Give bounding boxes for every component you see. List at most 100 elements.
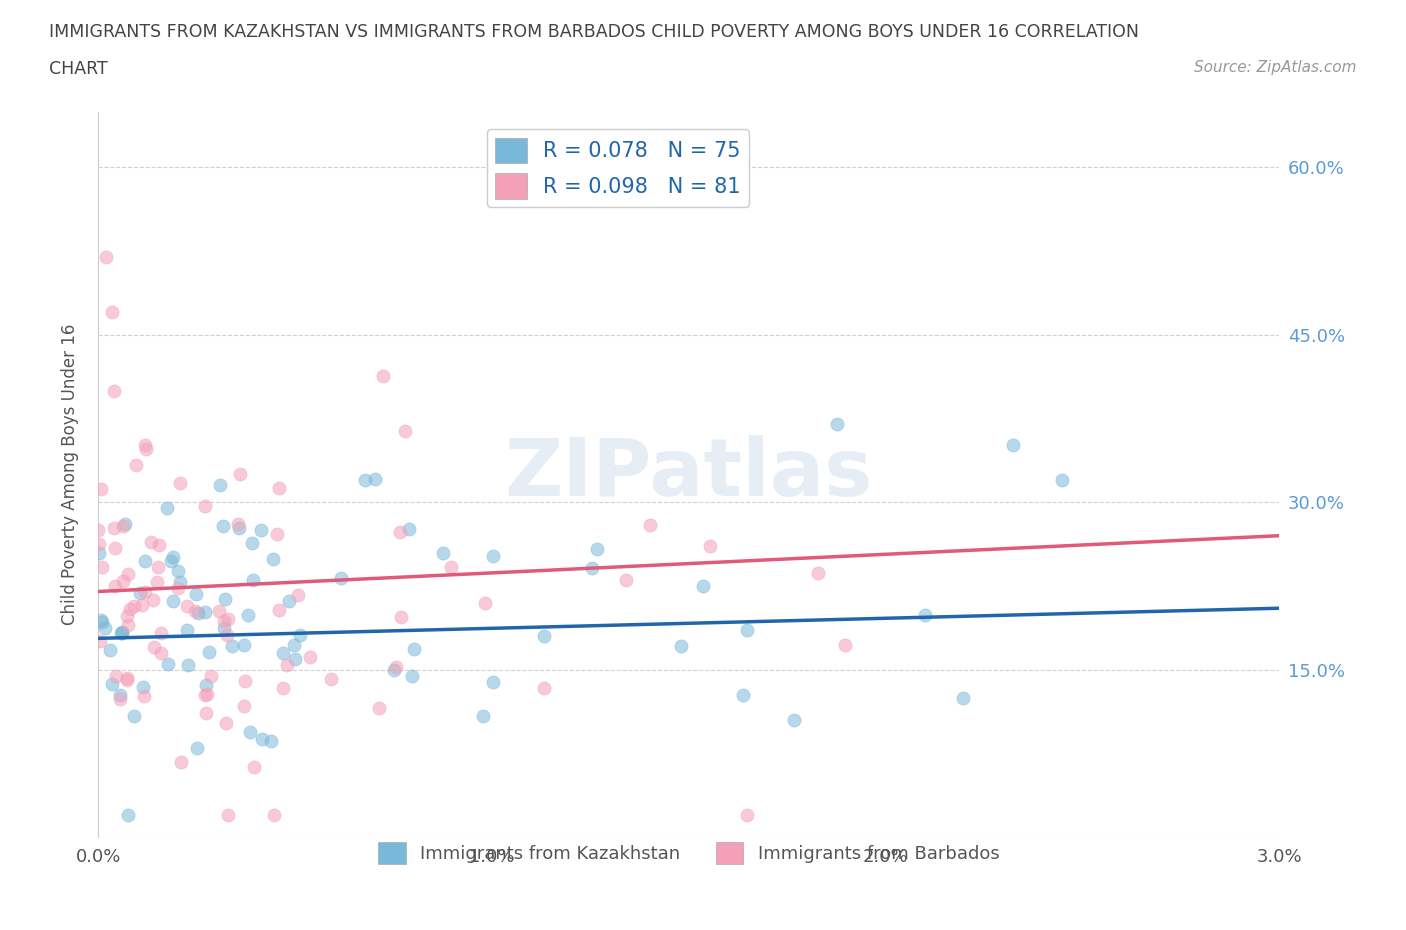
- Point: [162, 550, 184, 565]
- Point: [269, 481, 291, 496]
- Point: [134, 585, 156, 600]
- Point: [108, 688, 131, 703]
- Point: [533, 681, 555, 696]
- Point: [186, 740, 208, 755]
- Point: [371, 368, 394, 383]
- Text: CHART: CHART: [49, 60, 108, 78]
- Point: [93, 621, 115, 636]
- Point: [156, 501, 179, 516]
- Point: [89, 633, 111, 648]
- Point: [149, 626, 172, 641]
- Point: [105, 669, 128, 684]
- Point: [184, 587, 207, 602]
- Point: [250, 732, 273, 747]
- Point: [139, 535, 162, 550]
- Point: [382, 663, 405, 678]
- Point: [103, 521, 125, 536]
- Point: [89, 537, 111, 551]
- Point: [200, 669, 222, 684]
- Point: [176, 622, 198, 637]
- Point: [198, 644, 221, 659]
- Point: [115, 672, 138, 687]
- Point: [533, 629, 555, 644]
- Point: [783, 712, 806, 727]
- Point: [735, 807, 758, 822]
- Text: Source: ZipAtlas.com: Source: ZipAtlas.com: [1194, 60, 1357, 75]
- Point: [162, 593, 184, 608]
- Point: [284, 651, 307, 666]
- Point: [240, 535, 263, 550]
- Point: [239, 724, 262, 739]
- Point: [402, 641, 425, 656]
- Point: [214, 613, 236, 628]
- Point: [217, 807, 239, 822]
- Point: [581, 560, 603, 575]
- Point: [108, 691, 131, 706]
- Point: [104, 578, 127, 593]
- Point: [135, 442, 157, 457]
- Point: [271, 645, 294, 660]
- Point: [115, 671, 138, 685]
- Point: [1001, 438, 1024, 453]
- Point: [432, 545, 454, 560]
- Point: [90, 613, 112, 628]
- Point: [110, 626, 132, 641]
- Point: [287, 588, 309, 603]
- Point: [243, 760, 266, 775]
- Point: [699, 539, 721, 554]
- Legend: Immigrants from Kazakhstan, Immigrants from Barbados: Immigrants from Kazakhstan, Immigrants f…: [371, 835, 1007, 871]
- Point: [117, 608, 139, 623]
- Point: [187, 605, 209, 620]
- Point: [394, 423, 416, 438]
- Point: [271, 681, 294, 696]
- Text: IMMIGRANTS FROM KAZAKHSTAN VS IMMIGRANTS FROM BARBADOS CHILD POVERTY AMONG BOYS : IMMIGRANTS FROM KAZAKHSTAN VS IMMIGRANTS…: [49, 23, 1139, 41]
- Point: [156, 657, 179, 671]
- Point: [170, 755, 193, 770]
- Point: [177, 658, 200, 672]
- Point: [389, 610, 412, 625]
- Point: [89, 546, 111, 561]
- Point: [214, 591, 236, 606]
- Point: [117, 618, 139, 632]
- Point: [250, 523, 273, 538]
- Point: [233, 637, 256, 652]
- Point: [194, 604, 217, 619]
- Point: [384, 659, 406, 674]
- Point: [368, 701, 391, 716]
- Point: [233, 673, 256, 688]
- Point: [118, 602, 141, 617]
- Point: [195, 686, 218, 701]
- Point: [176, 599, 198, 614]
- Point: [481, 674, 503, 689]
- Y-axis label: Child Poverty Among Boys Under 16: Child Poverty Among Boys Under 16: [60, 324, 79, 625]
- Point: [208, 478, 231, 493]
- Point: [277, 594, 299, 609]
- Point: [212, 620, 235, 635]
- Point: [471, 708, 494, 723]
- Point: [100, 677, 122, 692]
- Point: [269, 603, 291, 618]
- Point: [288, 627, 311, 642]
- Point: [217, 628, 239, 643]
- Point: [217, 611, 239, 626]
- Point: [208, 604, 231, 618]
- Point: [112, 518, 135, 533]
- Point: [146, 575, 169, 590]
- Point: [124, 458, 146, 472]
- Point: [110, 626, 132, 641]
- Point: [914, 607, 936, 622]
- Point: [117, 566, 139, 581]
- Point: [183, 604, 205, 618]
- Point: [398, 522, 420, 537]
- Point: [232, 698, 254, 713]
- Point: [283, 637, 305, 652]
- Point: [731, 688, 754, 703]
- Point: [148, 538, 170, 553]
- Point: [104, 541, 127, 556]
- Point: [321, 671, 343, 686]
- Point: [353, 473, 375, 488]
- Point: [129, 586, 152, 601]
- Point: [149, 645, 172, 660]
- Point: [807, 565, 830, 580]
- Point: [1050, 472, 1073, 487]
